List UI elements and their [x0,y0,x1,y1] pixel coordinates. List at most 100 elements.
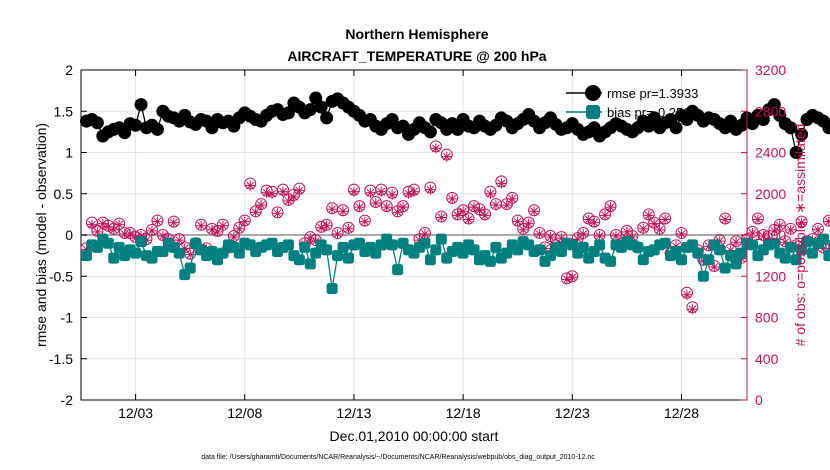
bias-point [435,233,447,245]
rmse-point [423,125,437,139]
bias-point [108,252,120,264]
obs-assimilated-point [774,220,785,231]
obs-assimilated-point [332,228,343,239]
bias-point [746,239,758,251]
bias-point [817,233,829,245]
asterisk-stroke [426,185,435,194]
asterisk-stroke [344,224,353,233]
obs-assimilated-point [370,198,381,209]
obs-possible-point [675,226,688,239]
bias-point [719,262,731,274]
asterisk-stroke [459,207,468,216]
asterisk-stroke [661,215,670,224]
obs-possible-point [353,200,366,213]
obs-assimilated-point [529,206,540,217]
asterisk-stroke [595,232,604,240]
asterisk-stroke [350,187,358,196]
asterisk-stroke [279,187,287,196]
asterisk-stroke [377,187,386,196]
bias-point [424,254,436,266]
obs-possible-point [375,183,388,196]
bias-point [692,247,704,259]
obs-possible-point [599,208,612,221]
asterisk-stroke [814,225,822,234]
obs-possible-point [315,220,328,233]
obs-assimilated-point [785,224,796,235]
obs-possible-point [380,200,393,213]
asterisk-stroke [339,207,347,216]
asterisk-stroke [601,211,609,220]
asterisk-stroke [366,188,375,197]
asterisk-stroke [421,230,429,238]
obs-possible-point [113,217,126,230]
asterisk-stroke [240,217,249,226]
y2-tick-label: 2400 [755,145,786,161]
bias-point [135,236,147,248]
asterisk-stroke [284,197,293,205]
bias-point [823,250,830,262]
obs-possible-point [206,222,219,235]
obs-possible-point [397,200,410,213]
bias-point [337,241,349,253]
obs-possible-point [533,226,546,239]
obs-possible-point [271,206,284,219]
bias-point [768,237,780,249]
obs-assimilated-point [752,214,763,225]
asterisk-stroke [186,250,195,259]
obs-assimilated-point [720,214,731,225]
bias-point [80,250,92,262]
obs-possible-point [276,183,289,196]
obs-assimilated-point [747,227,758,238]
bias-point [697,270,709,282]
rmse-point [129,118,143,132]
obs-assimilated-point [796,217,807,228]
asterisk-stroke [754,215,762,224]
bias-point [703,254,715,266]
asterisk-stroke [360,217,369,226]
bias-point [807,247,819,259]
obs-possible-point [238,214,251,227]
obs-assimilated-point [343,223,354,234]
obs-possible-point [118,226,131,239]
rmse-point [281,106,295,120]
y-tick-label: 2 [65,62,73,78]
obs-assimilated-point [212,226,223,237]
asterisk-stroke [710,263,719,271]
tick-layer: 12/03 12/08 12/13 12/18 12/23 12/28 -2 -1.5 -1 -0… [49,62,786,421]
obs-possible-point [260,184,273,197]
rmse-point [669,121,683,135]
obs-assimilated-point [823,216,830,227]
bias-point [468,244,480,256]
obs-assimilated-point [769,225,780,236]
bias-point [594,239,606,251]
asterisk-stroke [268,189,276,198]
bias-point [392,264,404,276]
obs-assimilated-point [812,224,823,235]
bias-point [736,247,748,259]
obs-assimilated-point [436,212,447,223]
bias-point [605,255,617,267]
obs-assimilated-point [348,186,359,197]
obs-assimilated-point [605,202,616,213]
bias-point [386,239,398,251]
obs-assimilated-point [146,225,157,236]
asterisk-stroke [399,203,407,212]
legend: rmse pr=1.3933 bias pr=-0.2564 [566,85,698,120]
obs-possible-point [446,191,459,204]
chart-subtitle: AIRCRAFT_TEMPERATURE @ 200 hPa [287,48,546,64]
obs-possible-point [195,218,208,231]
obs-assimilated-point [545,232,556,243]
asterisk-stroke [650,219,659,228]
bias-point [293,254,305,266]
bias-point [282,239,294,251]
obs-possible-point [588,215,601,228]
rmse-point [784,121,798,135]
obs-assimilated-point [660,214,671,225]
asterisk-stroke [497,179,506,188]
asterisk-stroke [388,190,397,199]
asterisk-stroke [677,230,686,238]
obs-possible-point [484,185,497,198]
bias-point [484,255,496,267]
obs-possible-point [604,200,617,213]
asterisk-stroke [623,228,631,236]
